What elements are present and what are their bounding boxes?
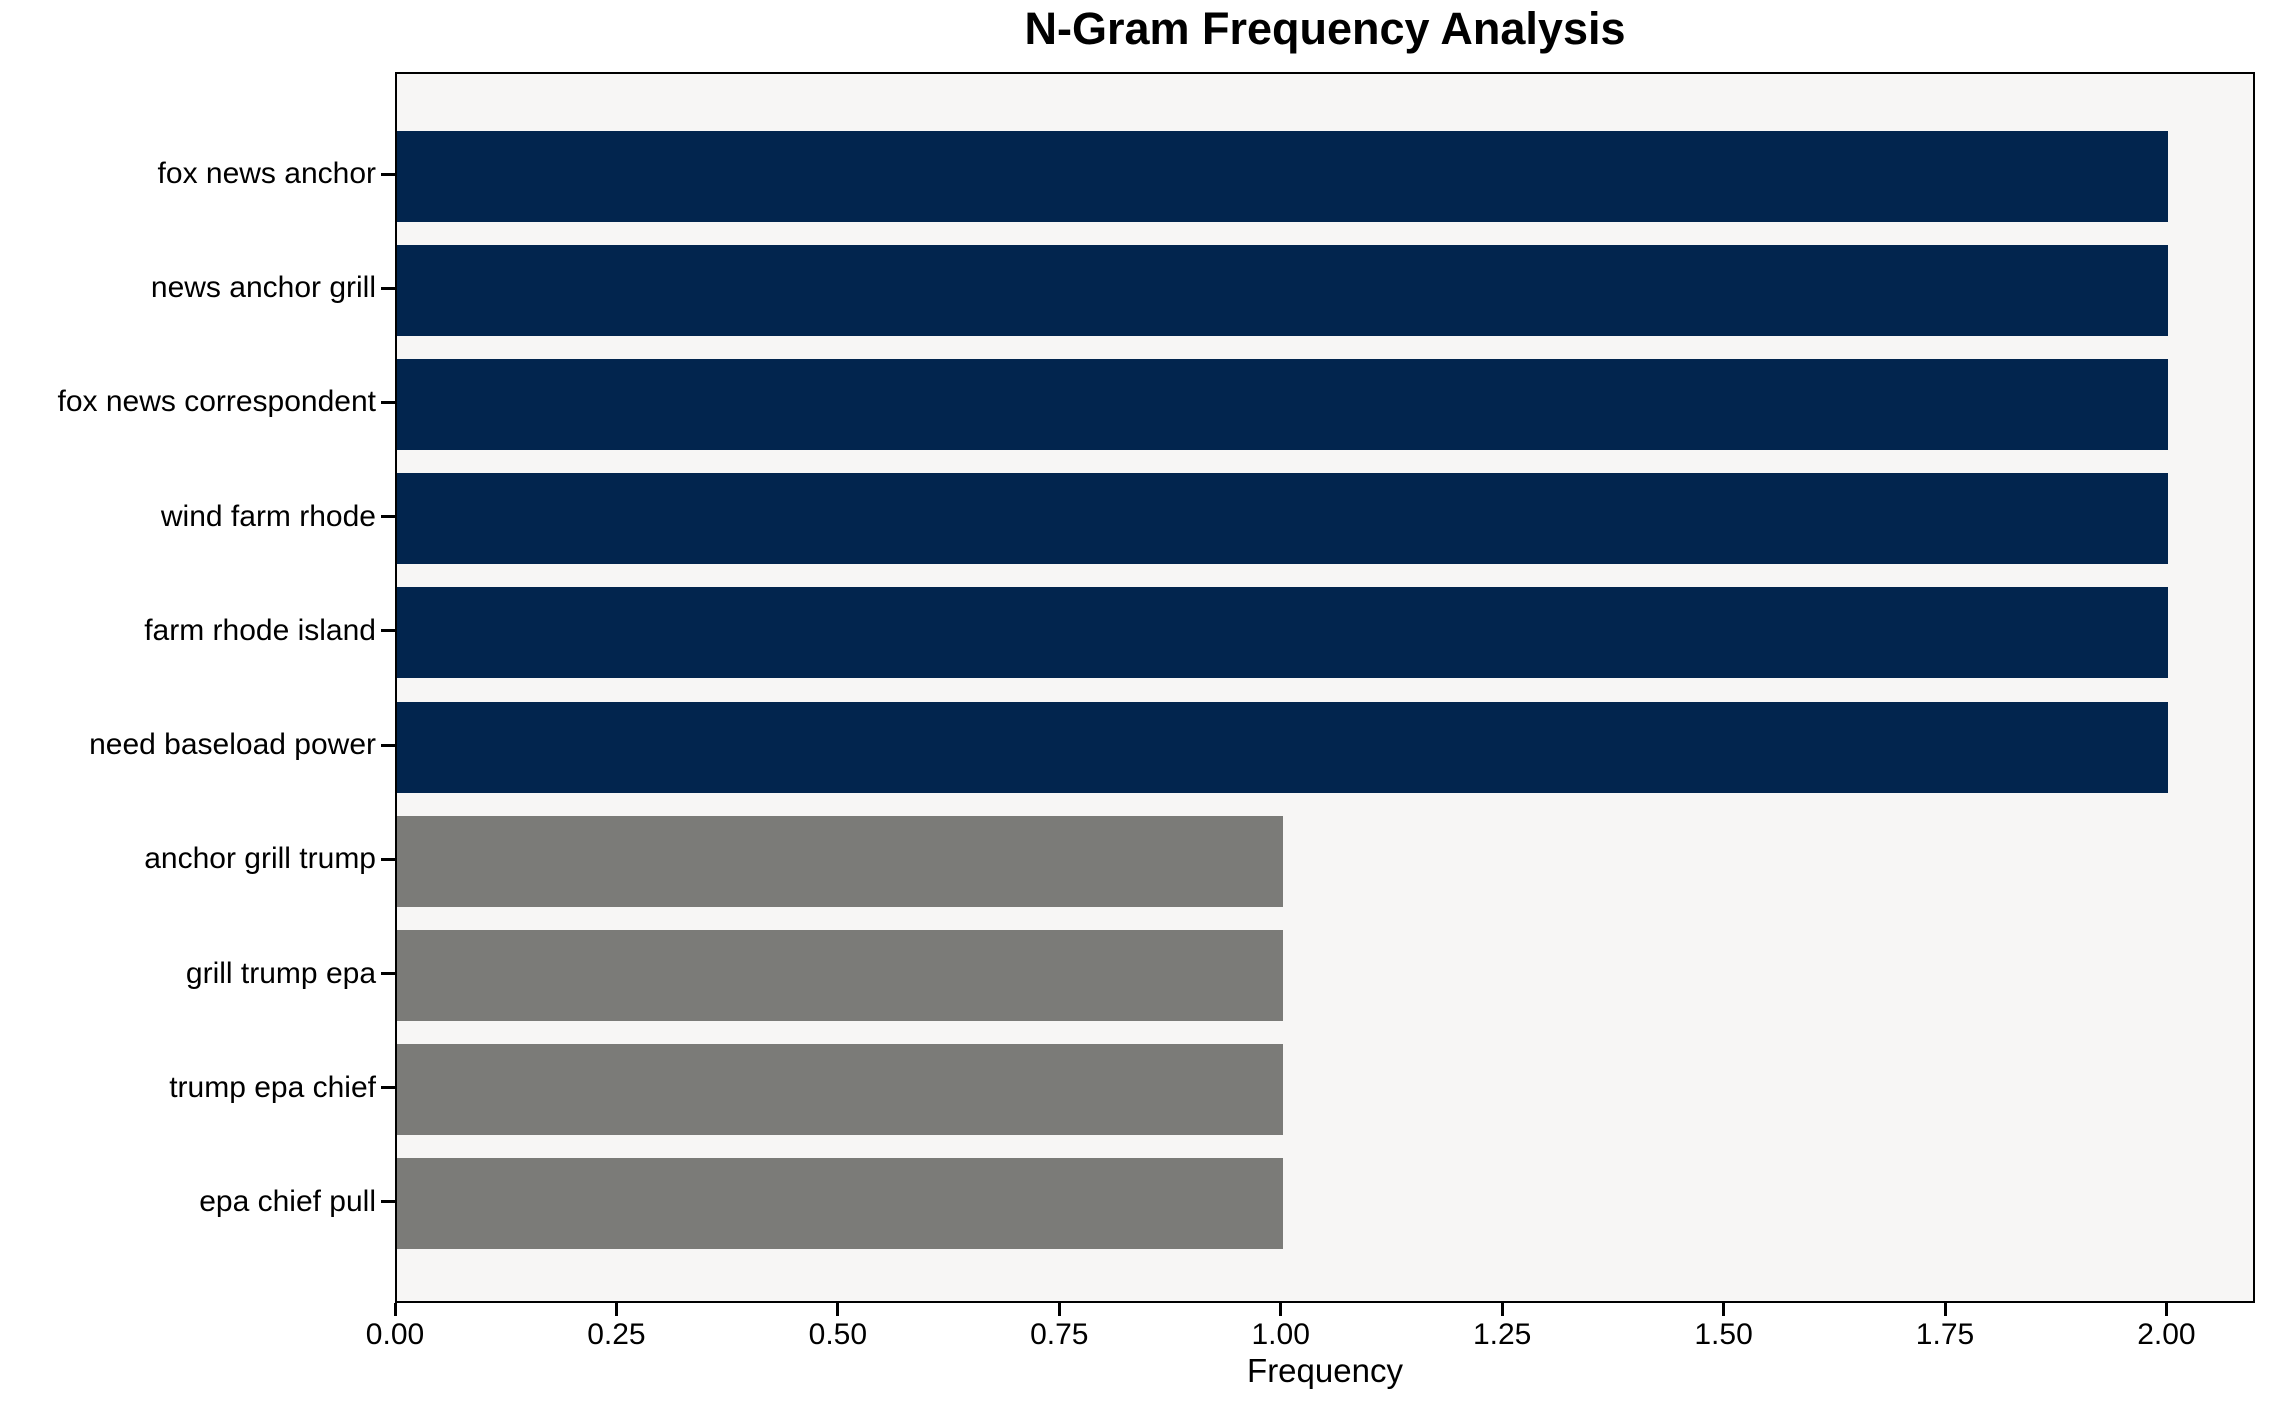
y-tick-mark <box>381 1200 395 1204</box>
y-tick-label: farm rhode island <box>144 613 376 647</box>
chart-title: N-Gram Frequency Analysis <box>1024 3 1626 54</box>
y-tick-label: grill trump epa <box>185 956 376 990</box>
bar-fox-news-correspondent <box>397 358 2169 450</box>
x-tick-mark <box>1279 1303 1283 1316</box>
y-tick-label: trump epa chief <box>169 1070 376 1104</box>
x-tick-mark <box>2164 1303 2168 1316</box>
bar-fox-news-anchor <box>397 130 2169 222</box>
y-tick-label: news anchor grill <box>150 271 376 305</box>
y-tick-mark <box>381 286 395 290</box>
x-tick-mark <box>1057 1303 1061 1316</box>
y-tick-label: anchor grill trump <box>144 842 376 876</box>
y-tick-mark <box>381 857 395 861</box>
x-tick-label: 0.50 <box>808 1318 868 1351</box>
x-tick-label: 0.75 <box>1030 1318 1089 1351</box>
bar-grill-trump-epa <box>397 930 1283 1022</box>
bars-layer <box>397 74 2253 1301</box>
bar-need-baseload-power <box>397 701 2169 793</box>
bar-news-anchor-grill <box>397 244 2169 336</box>
bar-wind-farm-rhode <box>397 473 2169 565</box>
bar-anchor-grill-trump <box>397 815 1283 907</box>
bar-epa-chief-pull <box>397 1158 1283 1250</box>
x-tick-mark <box>1722 1303 1726 1316</box>
y-tick-mark <box>381 743 395 747</box>
y-tick-label: fox news correspondent <box>57 385 376 419</box>
x-tick-label: 0.00 <box>365 1318 425 1351</box>
y-tick-mark <box>381 515 395 519</box>
y-tick-mark <box>381 1086 395 1090</box>
x-tick-mark <box>393 1303 397 1316</box>
y-tick-label: wind farm rhode <box>160 499 376 533</box>
y-tick-mark <box>381 629 395 633</box>
y-tick-label: epa chief pull <box>199 1184 376 1218</box>
y-tick-label: need baseload power <box>89 728 376 762</box>
x-tick-label: 1.50 <box>1694 1318 1753 1351</box>
bar-farm-rhode-island <box>397 587 2169 679</box>
x-tick-label: 0.25 <box>587 1318 646 1351</box>
x-tick-mark <box>614 1303 618 1316</box>
x-tick-label: 1.75 <box>1915 1318 1975 1351</box>
x-axis-title: Frequency <box>1247 1352 1403 1389</box>
x-tick-label: 1.25 <box>1472 1318 1532 1351</box>
y-tick-mark <box>381 972 395 976</box>
x-tick-mark <box>1500 1303 1504 1316</box>
x-tick-label: 2.00 <box>2137 1318 2196 1351</box>
x-tick-mark <box>1943 1303 1947 1316</box>
plot-area <box>395 72 2255 1303</box>
x-tick-mark <box>836 1303 840 1316</box>
bar-trump-epa-chief <box>397 1044 1283 1136</box>
x-tick-label: 1.00 <box>1251 1318 1310 1351</box>
y-tick-label: fox news anchor <box>157 157 376 190</box>
y-tick-mark <box>381 400 395 404</box>
y-tick-mark <box>381 172 395 176</box>
